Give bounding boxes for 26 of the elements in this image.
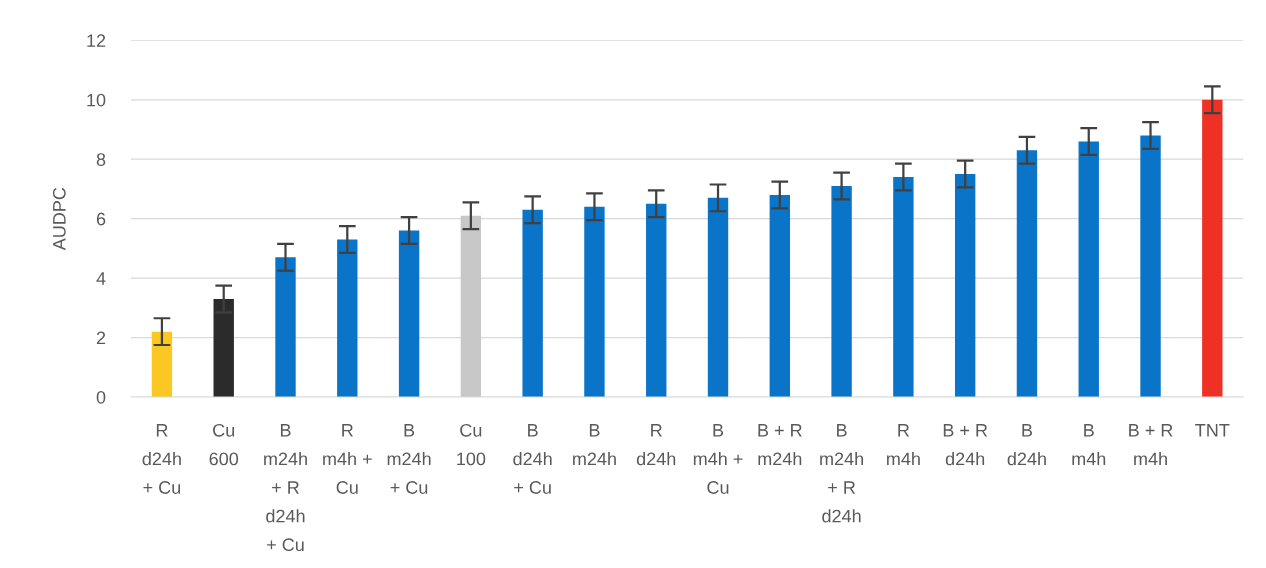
x-tick-label: Cu 600 <box>209 423 239 466</box>
y-tick-label: 8 <box>96 153 106 166</box>
x-tick-label: Cu 100 <box>457 423 486 466</box>
x-tick-label: B m24h + R d24h <box>820 424 863 523</box>
x-tick-label: R d24h + Cu <box>142 424 181 494</box>
y-tick-label: 2 <box>96 331 106 345</box>
x-tick-label: B m4h <box>1072 424 1106 466</box>
x-tick-label: B m24h <box>573 424 616 466</box>
x-tick-label: B d24h + Cu <box>513 424 552 494</box>
y-tick-label: 10 <box>87 93 106 107</box>
x-tick-label: TNT <box>1195 424 1230 437</box>
y-tick-label: 12 <box>87 34 106 47</box>
x-tick-label: R m4h + Cu <box>323 424 372 494</box>
y-tick-label: 0 <box>96 390 106 404</box>
y-tick-label: 4 <box>96 272 106 285</box>
y-axis-title: AUDPC <box>52 187 66 251</box>
x-tick-label: B + R d24h <box>943 424 988 466</box>
x-tick-label: B + R m4h <box>1129 424 1173 466</box>
x-tick-label: B + R m24h <box>758 424 802 466</box>
x-tick-label: B m4h + Cu <box>693 424 743 494</box>
y-tick-label: 6 <box>96 212 106 226</box>
x-tick-label: B m24h + Cu <box>387 424 431 494</box>
x-tick-label: R d24h <box>636 424 676 466</box>
x-tick-label: R m4h <box>887 424 920 466</box>
x-tick-label: B m24h + R d24h + Cu <box>264 424 307 552</box>
x-tick-label: B d24h <box>1007 424 1046 466</box>
